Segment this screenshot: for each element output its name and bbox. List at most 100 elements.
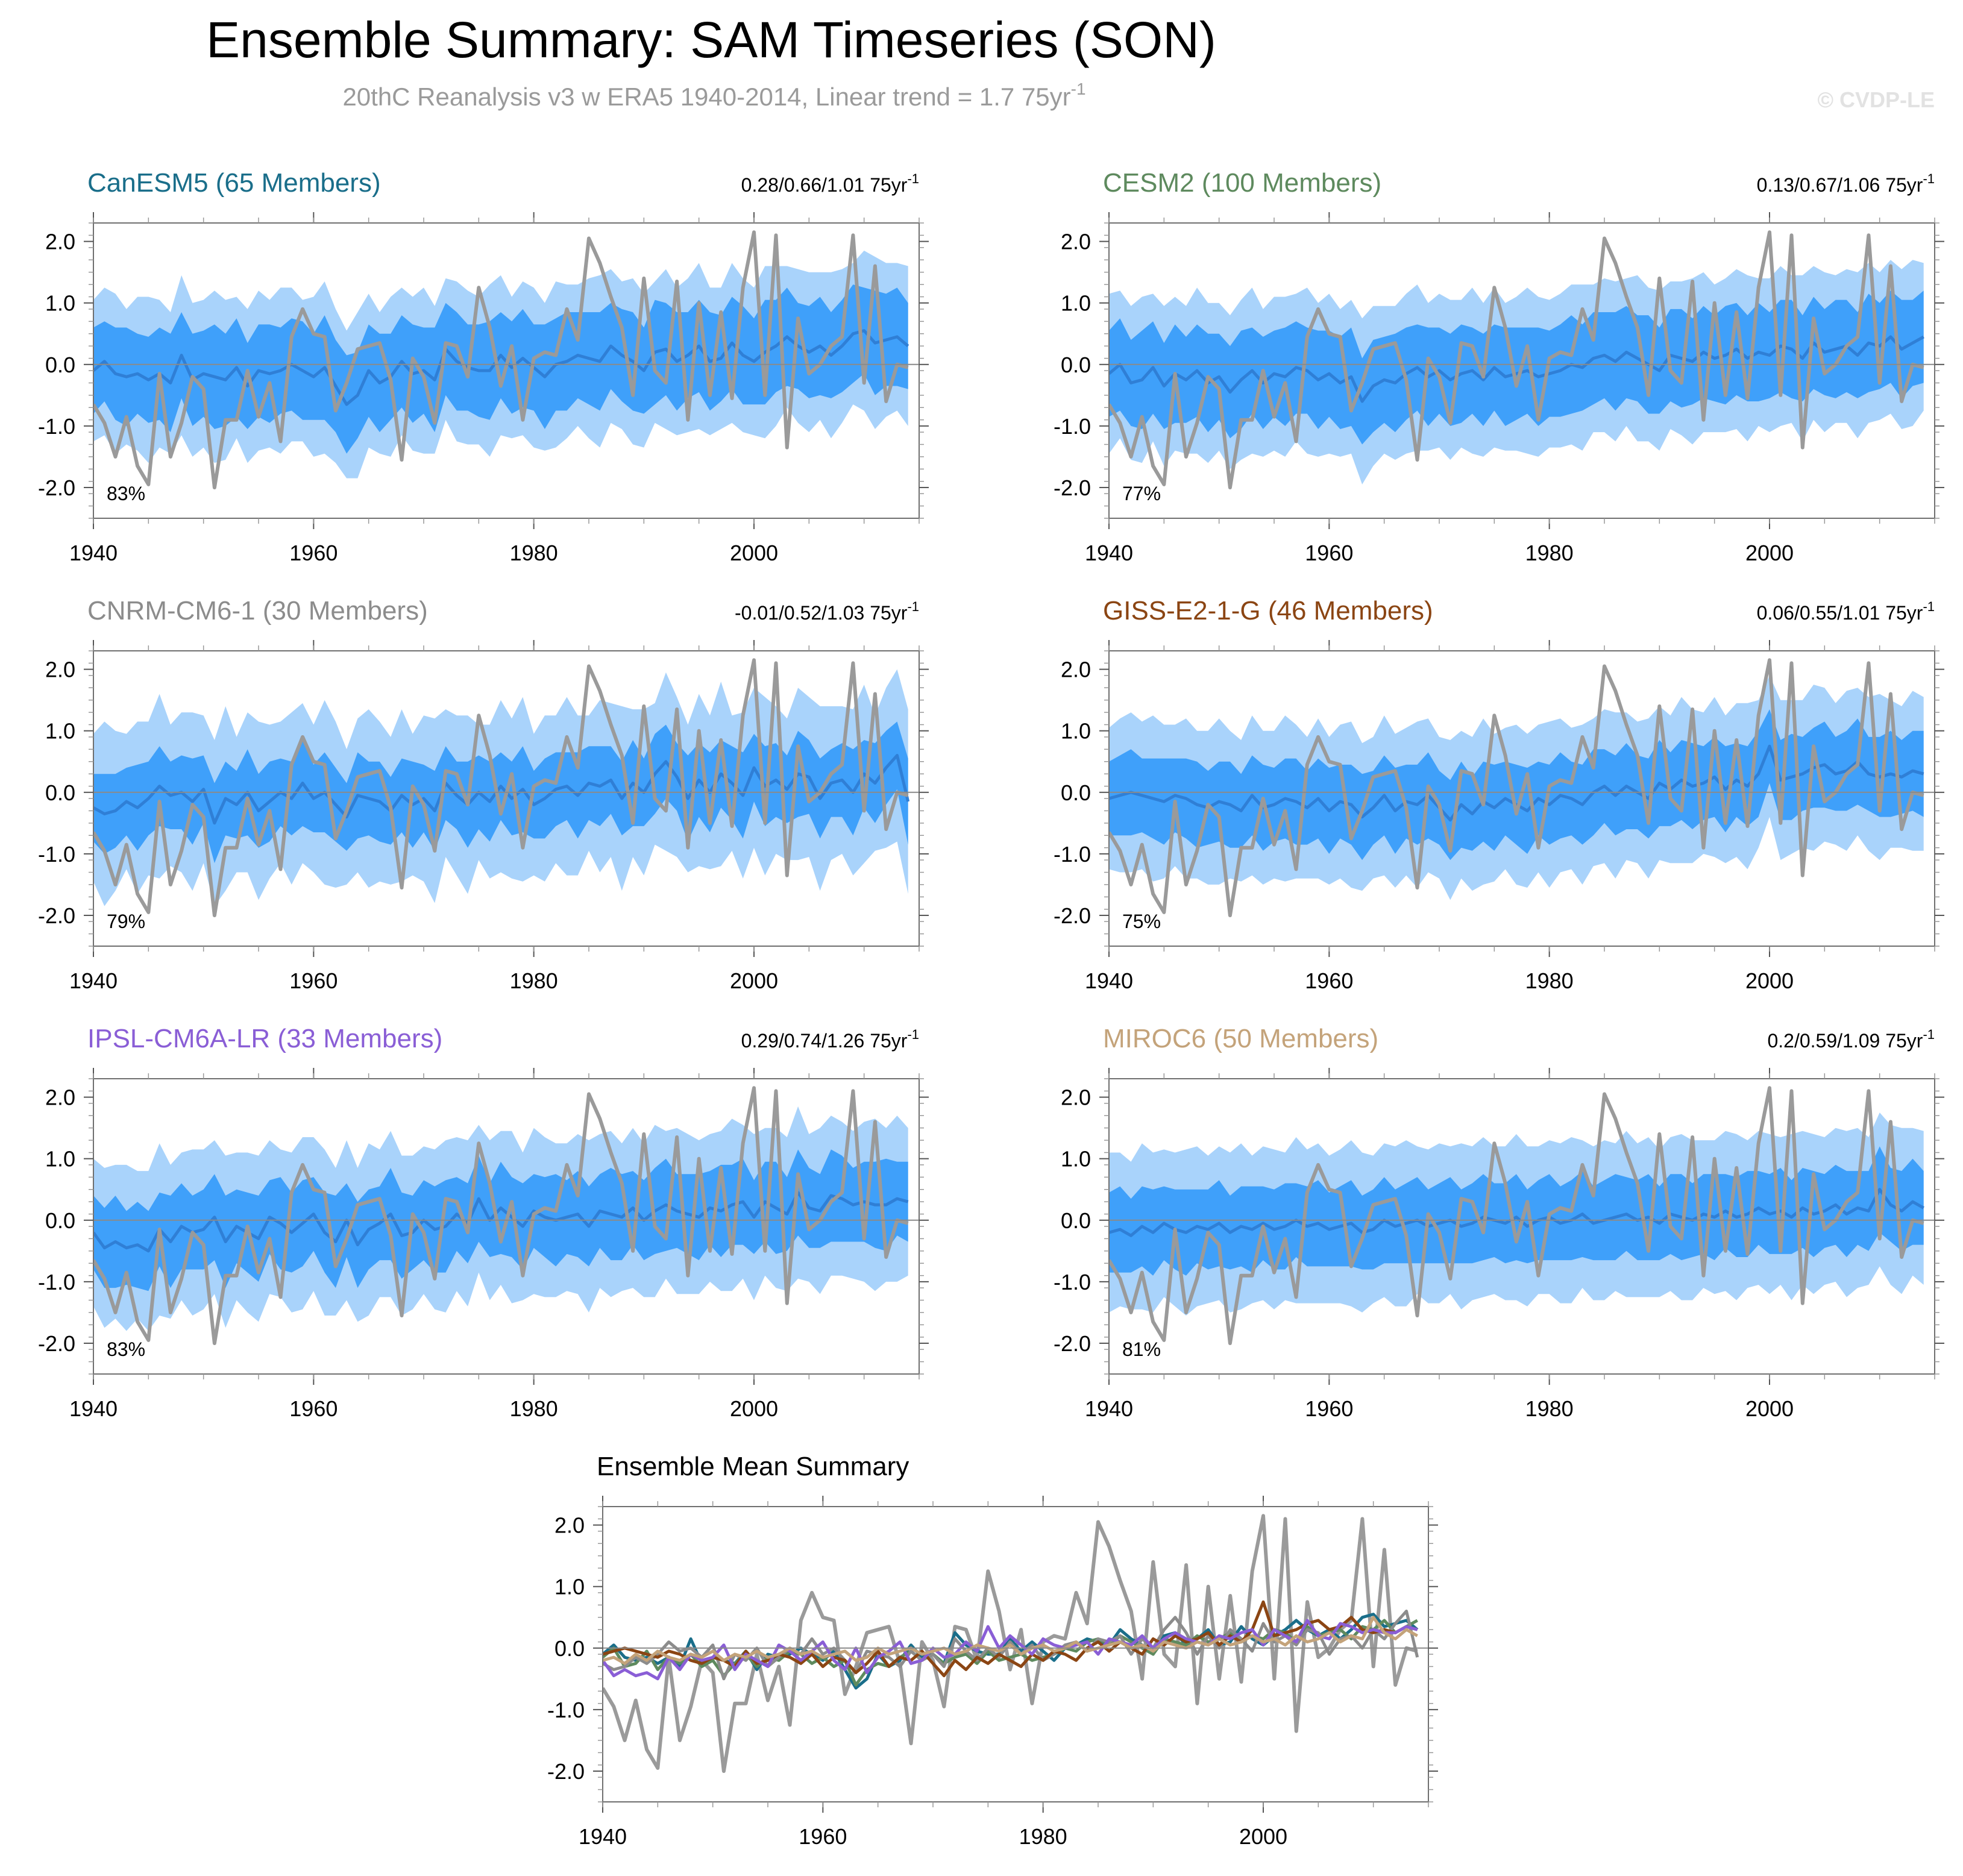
- panel-5-title: IPSL-CM6A-LR (33 Members): [87, 1024, 442, 1053]
- panel-5-xtick-label: 1940: [69, 1396, 118, 1421]
- panel-6-ytick-label: -2.0: [1054, 1331, 1091, 1356]
- summary-panel-observed-line: [603, 1514, 1418, 1773]
- panel-1: 2.0 1.0 0.0 -1.0 -2.0 1940 1960 1980 2000 CanESM5…: [38, 168, 929, 565]
- panel-5-xtick-label: 2000: [730, 1396, 778, 1421]
- panel-5-ytick-label: 1.0: [45, 1147, 75, 1172]
- panel-1-xtick-label: 1980: [510, 541, 558, 565]
- summary-panel-ytick-label: -2.0: [547, 1759, 585, 1784]
- panel-3: 2.0 1.0 0.0 -1.0 -2.0 1940 1960 1980 2000 CNRM-CM…: [38, 596, 929, 993]
- panel-3-observed-line: [93, 658, 909, 917]
- panel-4-stats: 0.06/0.55/1.01 75yr-1: [1757, 599, 1935, 624]
- panel-5-observed-line: [93, 1086, 909, 1345]
- summary-panel-ytick-label: -1.0: [547, 1698, 585, 1722]
- panel-1-ytick-label: -2.0: [38, 475, 75, 500]
- panel-6-stats: 0.2/0.59/1.09 75yr-1: [1767, 1027, 1935, 1052]
- panel-2-percent-label: 77%: [1122, 483, 1161, 504]
- panel-5-ytick-label: 2.0: [45, 1085, 75, 1110]
- panel-1-observed-line: [93, 230, 909, 489]
- figure-title: Ensemble Summary: SAM Timeseries (SON): [206, 11, 1216, 68]
- panel-2-xtick-label: 1960: [1305, 541, 1353, 565]
- panel-5-ensemble-mean-line: [93, 1191, 909, 1253]
- panel-3-percent-label: 79%: [107, 911, 145, 932]
- panel-6-title: MIROC6 (50 Members): [1103, 1024, 1378, 1053]
- panel-2-ytick-label: 0.0: [1061, 353, 1091, 377]
- panels-container: 2.0 1.0 0.0 -1.0 -2.0 1940 1960 1980 2000 CanESM5…: [38, 168, 1944, 1849]
- panel-6-xtick-label: 1960: [1305, 1396, 1353, 1421]
- panel-2-observed-line: [1109, 230, 1924, 489]
- panel-6-ytick-label: -1.0: [1054, 1270, 1091, 1294]
- panel-4-observed-line: [1109, 658, 1924, 917]
- panel-3-ytick-label: 0.0: [45, 780, 75, 805]
- panel-6-ytick-label: 2.0: [1061, 1085, 1091, 1110]
- panel-6-ytick-label: 1.0: [1061, 1147, 1091, 1172]
- panel-3-stats: -0.01/0.52/1.03 75yr-1: [735, 599, 919, 624]
- panel-5-ytick-label: -1.0: [38, 1270, 75, 1294]
- panel-5-stats-text: 0.29/0.74/1.26 75yr: [741, 1030, 908, 1052]
- panel-3-xtick-label: 1960: [289, 968, 338, 993]
- panel-3-stats-sup: -1: [907, 599, 919, 614]
- panel-1-stats-text: 0.28/0.66/1.01 75yr: [741, 174, 908, 196]
- panel-6-inner-spread-band: [1109, 1146, 1924, 1276]
- panel-4-xtick-label: 2000: [1745, 968, 1794, 993]
- panel-3-xtick-label: 1940: [69, 968, 118, 993]
- panel-3-title: CNRM-CM6-1 (30 Members): [87, 596, 428, 626]
- summary-panel-xtick-label: 1980: [1019, 1824, 1067, 1849]
- panel-5-ytick-label: -2.0: [38, 1331, 75, 1356]
- panel-3-ytick-label: -1.0: [38, 842, 75, 867]
- panel-2-title: CESM2 (100 Members): [1103, 168, 1381, 198]
- panel-3-ensemble-mean-line: [93, 754, 910, 825]
- panel-3-ytick-label: 1.0: [45, 719, 75, 744]
- panel-5: 2.0 1.0 0.0 -1.0 -2.0 1940 1960 1980 2000 IPSL-CM…: [38, 1024, 929, 1421]
- panel-3-ytick-label: -2.0: [38, 903, 75, 928]
- panel-2: 2.0 1.0 0.0 -1.0 -2.0 1940 1960 1980 2000 CESM2 (…: [1054, 168, 1944, 565]
- figure-subtitle: 20thC Reanalysis v3 w ERA5 1940-2014, Li…: [342, 80, 1085, 111]
- panel-4-ytick-label: 1.0: [1061, 719, 1091, 744]
- panel-2-ensemble-mean-line: [1109, 335, 1924, 403]
- panel-6-stats-sup: -1: [1923, 1027, 1935, 1042]
- panel-1-xtick-label: 2000: [730, 541, 778, 565]
- panel-5-xtick-label: 1960: [289, 1396, 338, 1421]
- panel-1-percent-label: 83%: [107, 483, 145, 504]
- panel-1-ytick-label: 2.0: [45, 230, 75, 254]
- panel-2-xtick-label: 1980: [1525, 541, 1574, 565]
- panel-1-stats-sup: -1: [907, 171, 919, 186]
- watermark: © CVDP-LE: [1817, 87, 1935, 112]
- panel-6-observed-line: [1109, 1086, 1924, 1345]
- figure-subtitle-sup: -1: [1071, 80, 1086, 98]
- summary-panel-xtick-label: 1940: [579, 1824, 627, 1849]
- panel-1-ytick-label: 0.0: [45, 353, 75, 377]
- panel-1-stats: 0.28/0.66/1.01 75yr-1: [741, 171, 919, 196]
- panel-4-xtick-label: 1940: [1085, 968, 1133, 993]
- summary-panel-ytick-label: 2.0: [554, 1513, 585, 1538]
- summary-panel-series-line-5: [603, 1619, 1418, 1681]
- summary-panel-ytick-label: 0.0: [554, 1636, 585, 1661]
- panel-1-xtick-label: 1960: [289, 541, 338, 565]
- panel-4-xtick-label: 1960: [1305, 968, 1353, 993]
- panel-6-xtick-label: 1940: [1085, 1396, 1133, 1421]
- panel-2-ytick-label: -2.0: [1054, 475, 1091, 500]
- panel-2-xtick-label: 2000: [1745, 541, 1794, 565]
- summary-panel-series-line-6: [603, 1616, 1418, 1665]
- panel-4: 2.0 1.0 0.0 -1.0 -2.0 1940 1960 1980 2000 GISS-E2…: [1054, 596, 1944, 993]
- panel-3-stats-text: -0.01/0.52/1.03 75yr: [735, 602, 908, 624]
- panel-2-inner-spread-band: [1109, 290, 1924, 445]
- panel-3-ytick-label: 2.0: [45, 657, 75, 682]
- panel-4-ytick-label: 2.0: [1061, 657, 1091, 682]
- summary-panel-xtick-label: 2000: [1239, 1824, 1287, 1849]
- panel-2-stats: 0.13/0.67/1.06 75yr-1: [1757, 171, 1935, 196]
- panel-4-xtick-label: 1980: [1525, 968, 1574, 993]
- panel-3-xtick-label: 2000: [730, 968, 778, 993]
- panel-6: 2.0 1.0 0.0 -1.0 -2.0 1940 1960 1980 2000 MIROC6 …: [1054, 1024, 1944, 1421]
- panel-1-xtick-label: 1940: [69, 541, 118, 565]
- panel-2-xtick-label: 1940: [1085, 541, 1133, 565]
- panel-4-percent-label: 75%: [1122, 911, 1161, 932]
- panel-4-ytick-label: 0.0: [1061, 780, 1091, 805]
- summary-panel-ytick-label: 1.0: [554, 1575, 585, 1599]
- panel-5-xtick-label: 1980: [510, 1396, 558, 1421]
- panel-5-stats: 0.29/0.74/1.26 75yr-1: [741, 1027, 919, 1052]
- panel-2-ytick-label: 2.0: [1061, 230, 1091, 254]
- panel-3-xtick-label: 1980: [510, 968, 558, 993]
- panel-2-stats-sup: -1: [1923, 171, 1935, 186]
- summary-panel-title: Ensemble Mean Summary: [597, 1452, 909, 1481]
